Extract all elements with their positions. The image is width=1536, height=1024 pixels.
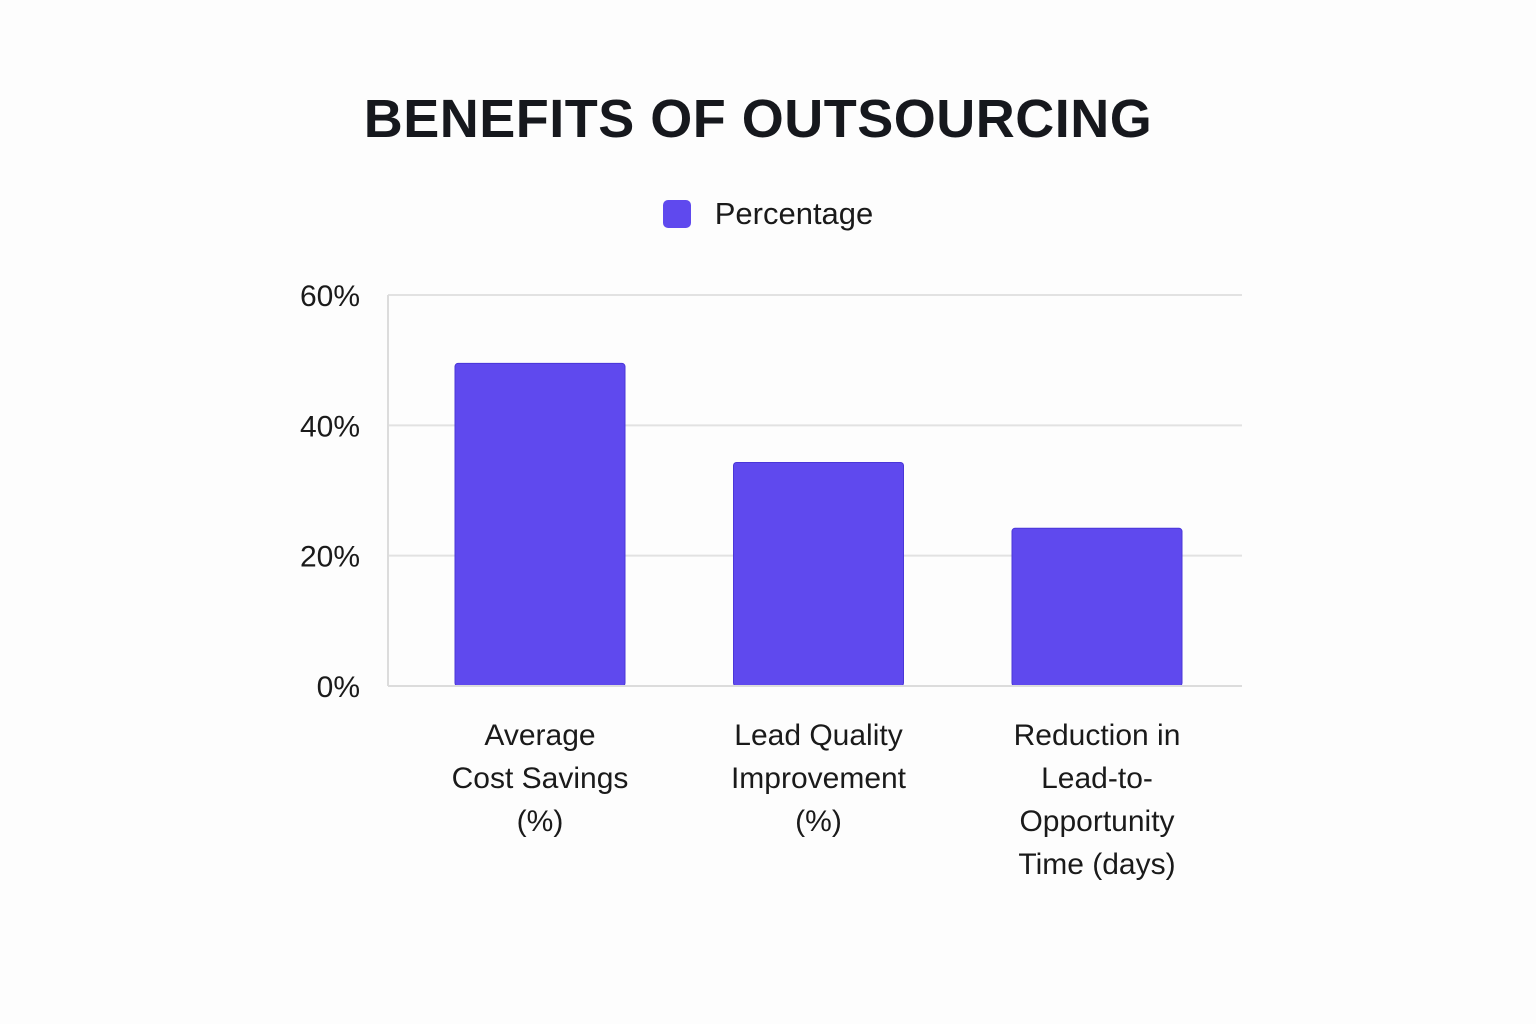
x-tick-label: Reduction in Lead-to- Opportunity Time (day… <box>977 714 1217 886</box>
legend-item: Percentage <box>662 196 874 232</box>
y-tick-label: 20% <box>300 541 360 574</box>
y-tick-label: 60% <box>300 280 360 313</box>
bar <box>454 362 626 687</box>
x-tick-label-line: (%) <box>516 805 564 838</box>
y-tick-label: 0% <box>317 671 360 704</box>
legend-label: Percentage <box>714 196 874 231</box>
legend-swatch <box>662 200 691 228</box>
x-tick-label-line: Lead Quality <box>734 719 903 752</box>
x-tick-label-line: Average <box>484 719 596 752</box>
bar <box>1011 527 1183 687</box>
x-tick-label-line: (%) <box>795 805 842 838</box>
x-tick-label: Average Cost Savings (%) <box>420 714 660 843</box>
x-tick-label-line: Cost Savings <box>451 762 629 795</box>
bar <box>733 461 904 687</box>
legend: Percentage <box>0 196 1536 232</box>
x-tick-label: Lead Quality Improvement (%) <box>699 714 939 843</box>
chart-title: BENEFITS OF OUTSOURCING <box>363 89 1153 149</box>
x-tick-label-line: Lead-to- <box>1041 762 1153 795</box>
x-tick-label-line: Time (days) <box>1018 848 1176 881</box>
x-tick-label-line: Improvement <box>730 762 907 795</box>
x-tick-label-line: Opportunity <box>1019 805 1175 838</box>
y-tick-label: 40% <box>300 410 360 443</box>
x-tick-label-line: Reduction in <box>1013 719 1181 752</box>
